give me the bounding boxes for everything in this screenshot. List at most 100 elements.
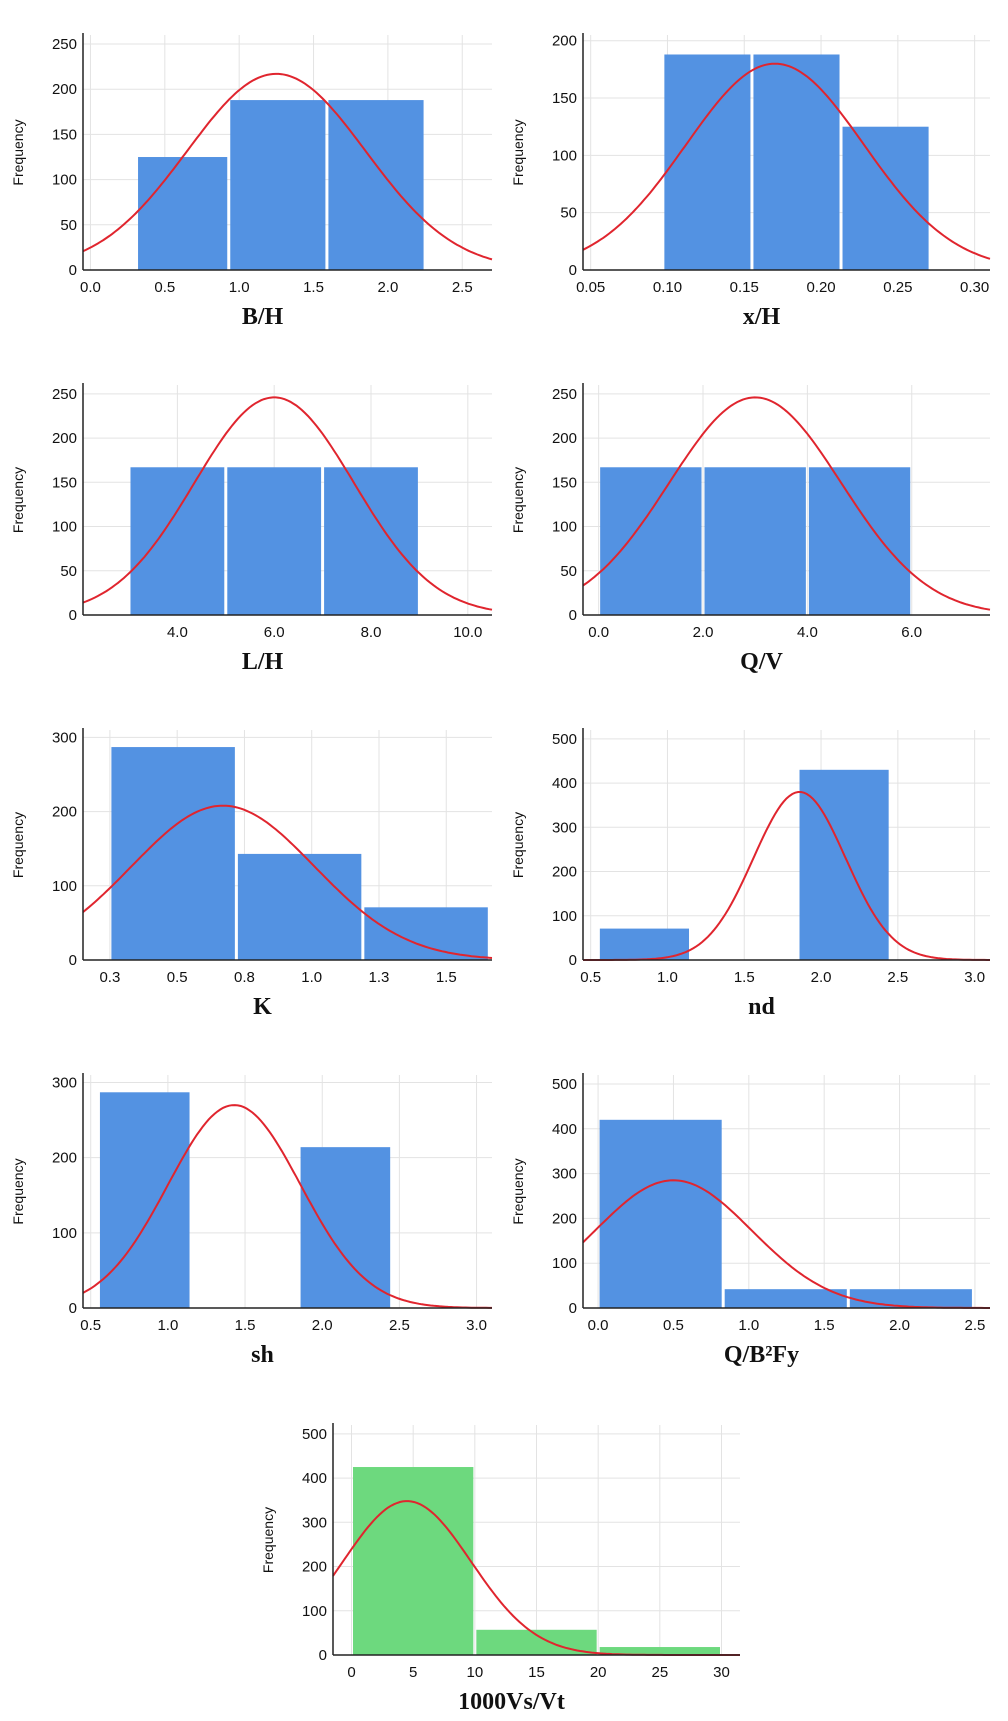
- x-tick-label: 0.0: [588, 624, 609, 641]
- histogram-bar: [230, 100, 326, 270]
- y-tick-label: 200: [302, 1559, 327, 1576]
- y-tick-label: 300: [552, 819, 577, 836]
- histogram-bar: [600, 467, 702, 615]
- x-tick-label: 1.3: [369, 969, 390, 986]
- y-axis-title: Frequency: [260, 1507, 276, 1573]
- y-tick-label: 200: [552, 1210, 577, 1227]
- histogram-bar: [237, 853, 362, 960]
- y-tick-label: 200: [52, 430, 77, 447]
- y-tick-label: 100: [552, 519, 577, 536]
- y-tick-label: 0: [569, 952, 577, 969]
- x-tick-label: 0.5: [167, 969, 188, 986]
- y-tick-label: 100: [552, 1255, 577, 1272]
- histogram-bar: [599, 1119, 722, 1308]
- y-tick-label: 0: [569, 262, 577, 279]
- y-tick-label: 250: [52, 36, 77, 53]
- y-axis-title: Frequency: [510, 1158, 526, 1224]
- y-tick-label: 300: [52, 1075, 77, 1092]
- x-tick-label: 20: [590, 1664, 607, 1681]
- y-tick-label: 500: [552, 731, 577, 748]
- y-axis-title: Frequency: [10, 1158, 26, 1224]
- histogram-bar: [599, 1647, 720, 1655]
- y-axis-title: Frequency: [10, 812, 26, 878]
- y-tick-label: 400: [552, 1121, 577, 1138]
- x-tick-label: 0.5: [80, 1317, 101, 1334]
- x-tick-label: 25: [651, 1664, 668, 1681]
- histogram-panel-5: 0 100 200 300 0.3 0.5 0.8 1.0 1.3 1.5 Frequency K: [10, 728, 493, 1020]
- histogram-bar: [138, 157, 228, 270]
- x-tick-label: 1.0: [738, 1317, 759, 1334]
- histogram-bar: [364, 907, 488, 960]
- y-tick-label: 200: [52, 804, 77, 821]
- y-tick-label: 250: [52, 386, 77, 403]
- x-tick-label: 1.5: [303, 279, 324, 296]
- x-tick-label: 4.0: [797, 624, 818, 641]
- x-tick-label: 6.0: [901, 624, 922, 641]
- x-tick-label: 15: [528, 1664, 545, 1681]
- y-tick-label: 300: [302, 1514, 327, 1531]
- x-tick-label: 1.5: [436, 969, 457, 986]
- y-tick-label: 0: [69, 262, 77, 279]
- x-tick-label: 2.5: [389, 1317, 410, 1334]
- normal-curve: [82, 72, 493, 261]
- y-tick-label: 50: [560, 563, 577, 580]
- x-tick-label: 0: [347, 1664, 355, 1681]
- histogram-bar: [842, 126, 929, 271]
- histogram-bar: [724, 1289, 847, 1308]
- x-tick-label: 0.15: [730, 279, 759, 296]
- histogram-bar: [704, 467, 806, 615]
- y-tick-label: 100: [52, 172, 77, 189]
- y-tick-label: 50: [60, 217, 77, 234]
- x-axis-title: 1000Vs/Vt: [458, 1689, 565, 1715]
- histogram-bar: [849, 1289, 972, 1308]
- y-axis-title: Frequency: [510, 119, 526, 185]
- x-axis-title: nd: [748, 994, 775, 1020]
- x-tick-label: 2.0: [889, 1317, 910, 1334]
- histogram-bar: [328, 100, 424, 270]
- histogram-panel-2: 0 50 100 150 200 0.05 0.10 0.15 0.20 0.25 0.30 Freq…: [510, 33, 991, 330]
- x-tick-label: 3.0: [964, 969, 985, 986]
- x-axis-title: sh: [251, 1342, 274, 1368]
- y-tick-label: 100: [302, 1603, 327, 1620]
- x-tick-label: 2.0: [377, 279, 398, 296]
- x-tick-label: 1.0: [301, 969, 322, 986]
- x-tick-label: 0.3: [99, 969, 120, 986]
- x-tick-label: 10.0: [453, 624, 482, 641]
- x-tick-label: 2.0: [693, 624, 714, 641]
- histogram-panel-3: 0 50 100 150 200 250 4.0 6.0 8.0 10.0 Frequency L/H: [10, 383, 493, 675]
- x-tick-label: 5: [409, 1664, 417, 1681]
- y-tick-label: 200: [552, 33, 577, 50]
- histogram-bar: [599, 928, 690, 960]
- y-tick-label: 100: [52, 1225, 77, 1242]
- histogram-bar: [324, 467, 418, 615]
- x-tick-label: 2.0: [811, 969, 832, 986]
- x-tick-label: 0.30: [960, 279, 989, 296]
- x-tick-label: 4.0: [167, 624, 188, 641]
- y-tick-label: 0: [569, 607, 577, 624]
- x-tick-label: 0.10: [653, 279, 682, 296]
- x-tick-label: 2.5: [887, 969, 908, 986]
- histogram-panel-6: 0 100 200 300 400 500 0.5 1.0 1.5 2.0 2.5 3.0 Freque…: [510, 728, 990, 1020]
- y-tick-label: 200: [552, 864, 577, 881]
- x-tick-label: 0.25: [883, 279, 912, 296]
- x-tick-label: 0.8: [234, 969, 255, 986]
- x-tick-label: 1.5: [814, 1317, 835, 1334]
- y-tick-label: 150: [552, 474, 577, 491]
- histogram-panel-7: 0 100 200 300 0.5 1.0 1.5 2.0 2.5 3.0 Frequency sh: [10, 1073, 492, 1368]
- normal-curve: [582, 396, 991, 611]
- x-axis-title: x/H: [743, 304, 781, 330]
- y-tick-label: 150: [52, 474, 77, 491]
- y-tick-label: 500: [552, 1076, 577, 1093]
- histogram-bar: [808, 467, 911, 615]
- y-axis-title: Frequency: [510, 812, 526, 878]
- x-tick-label: 2.5: [964, 1317, 985, 1334]
- y-tick-label: 200: [52, 81, 77, 98]
- histogram-panel-1: 0 50 100 150 200 250 0.0 0.5 1.0 1.5 2.0 2.5 Frequen…: [10, 33, 493, 330]
- normal-curve: [583, 791, 990, 961]
- y-tick-label: 200: [552, 430, 577, 447]
- histogram-bar: [130, 467, 225, 615]
- histogram-bar: [300, 1147, 391, 1308]
- y-tick-label: 150: [52, 126, 77, 143]
- normal-curve: [582, 62, 991, 260]
- x-axis-title: L/H: [242, 649, 284, 675]
